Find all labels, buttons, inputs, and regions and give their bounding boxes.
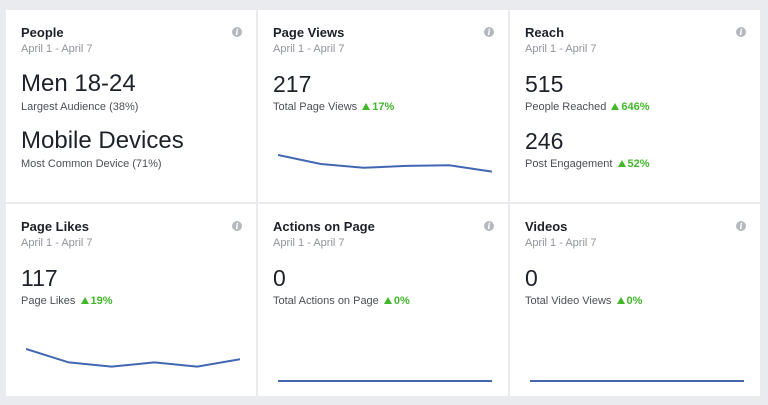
metric-label: Largest Audience (38%): [21, 101, 139, 113]
metric-value: 117: [21, 265, 58, 291]
insights-grid: People April 1 - April 7 i Men 18-24 Lar…: [6, 10, 760, 396]
metric-people-reached: 515 People Reached 646%: [525, 70, 746, 114]
metric-label: Total Video Views 0%: [525, 294, 746, 308]
card-title: Page Views: [273, 25, 345, 40]
metric-label-text: Total Page Views: [273, 101, 358, 113]
change-badge: 52%: [617, 158, 650, 170]
change-value: 17%: [372, 101, 395, 113]
metric-common-device: Mobile Devices Most Common Device (71%): [21, 127, 242, 171]
metric-value: 515: [525, 71, 564, 97]
metric-page-likes: 117 Page Likes 19%: [21, 264, 242, 308]
metric-label: Total Actions on Page 0%: [273, 294, 494, 308]
card-title: Reach: [525, 25, 565, 40]
metric-label-text: Page Likes: [21, 295, 76, 307]
change-value: 0%: [626, 295, 643, 307]
metric-label: Post Engagement 52%: [525, 157, 746, 171]
page-views-sparkline: [278, 154, 492, 173]
metric-total-actions: 0 Total Actions on Page 0%: [273, 264, 494, 308]
change-value: 19%: [90, 295, 113, 307]
metric-label: Total Page Views 17%: [273, 100, 494, 114]
info-icon[interactable]: i: [232, 221, 242, 231]
trend-line: [26, 348, 240, 368]
metric-total-video-views: 0 Total Video Views 0%: [525, 264, 746, 308]
videos-sparkline: [530, 380, 744, 382]
triangle-up-icon: [362, 103, 371, 110]
date-range: April 1 - April 7: [21, 237, 93, 249]
card-reach[interactable]: Reach April 1 - April 7 i 515 People Rea…: [510, 10, 760, 202]
change-badge: 646%: [611, 101, 650, 113]
triangle-up-icon: [617, 160, 626, 167]
change-value: 52%: [627, 158, 650, 170]
triangle-up-icon: [611, 103, 620, 110]
change-badge: 0%: [616, 295, 643, 307]
card-title: Videos: [525, 219, 568, 234]
triangle-up-icon: [383, 297, 392, 304]
metric-value: 246: [525, 128, 564, 154]
page-likes-sparkline: [26, 348, 240, 368]
metric-post-engagement: 246 Post Engagement 52%: [525, 127, 746, 171]
metric-total-page-views: 217 Total Page Views 17%: [273, 70, 494, 114]
card-title: People: [21, 25, 64, 40]
info-icon[interactable]: i: [232, 27, 242, 37]
change-value: 646%: [621, 101, 650, 113]
metric-value: 0: [525, 265, 538, 291]
date-range: April 1 - April 7: [273, 237, 345, 249]
change-badge: 0%: [383, 295, 410, 307]
card-people[interactable]: People April 1 - April 7 i Men 18-24 Lar…: [6, 10, 256, 202]
change-value: 0%: [393, 295, 410, 307]
metric-value: Mobile Devices: [21, 127, 184, 154]
info-icon[interactable]: i: [484, 27, 494, 37]
info-icon[interactable]: i: [484, 221, 494, 231]
change-badge: 17%: [362, 101, 394, 113]
info-icon[interactable]: i: [736, 221, 746, 231]
card-title: Page Likes: [21, 219, 89, 234]
date-range: April 1 - April 7: [273, 43, 345, 55]
card-page-views[interactable]: Page Views April 1 - April 7 i 217 Total…: [258, 10, 508, 202]
info-icon[interactable]: i: [736, 27, 746, 37]
date-range: April 1 - April 7: [21, 43, 93, 55]
card-actions-on-page[interactable]: Actions on Page April 1 - April 7 i 0 To…: [258, 204, 508, 396]
metric-label: Most Common Device (71%): [21, 158, 162, 170]
metric-label-text: Total Video Views: [525, 295, 612, 307]
metric-label: People Reached 646%: [525, 100, 746, 114]
metric-value: 217: [273, 71, 312, 97]
card-videos[interactable]: Videos April 1 - April 7 i 0 Total Video…: [510, 204, 760, 396]
metric-label: Page Likes 19%: [21, 294, 242, 308]
metric-label-text: People Reached: [525, 101, 607, 113]
actions-sparkline: [278, 380, 492, 382]
metric-label-text: Total Actions on Page: [273, 295, 379, 307]
metric-label-text: Post Engagement: [525, 158, 613, 170]
card-title: Actions on Page: [273, 219, 375, 234]
trend-line: [278, 154, 492, 173]
change-badge: 19%: [80, 295, 113, 307]
triangle-up-icon: [80, 297, 89, 304]
card-page-likes[interactable]: Page Likes April 1 - April 7 i 117 Page …: [6, 204, 256, 396]
triangle-up-icon: [616, 297, 625, 304]
metric-largest-audience: Men 18-24 Largest Audience (38%): [21, 70, 242, 114]
date-range: April 1 - April 7: [525, 237, 597, 249]
metric-value: 0: [273, 265, 286, 291]
metric-value: Men 18-24: [21, 70, 136, 97]
date-range: April 1 - April 7: [525, 43, 597, 55]
